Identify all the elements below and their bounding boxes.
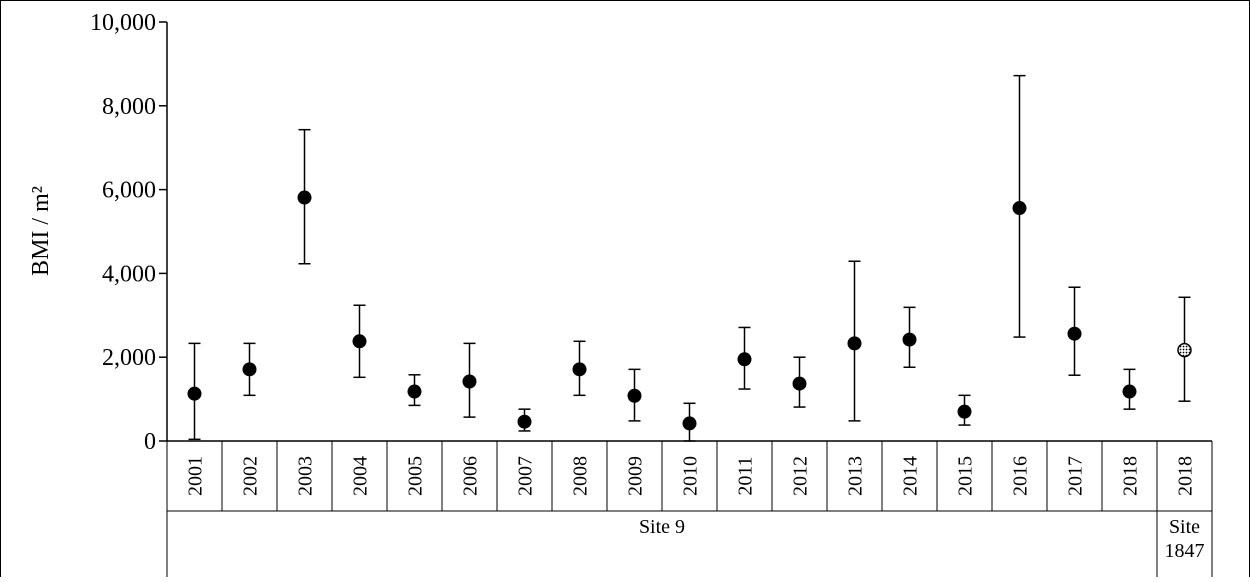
x-tick-label: 2011 <box>735 456 757 495</box>
x-tick-label: 2010 <box>680 456 702 496</box>
y-axis-label: BMI / m² <box>28 186 54 276</box>
data-point <box>352 334 367 349</box>
y-tick-label: 6,000 <box>102 178 156 204</box>
x-tick-label: 2013 <box>845 456 867 496</box>
data-point <box>572 362 587 377</box>
y-tick-label: 0 <box>144 429 156 455</box>
x-tick-label: 2001 <box>185 456 207 496</box>
data-point <box>682 416 697 431</box>
x-tick-label: 2018 <box>1120 456 1142 496</box>
x-tick-label: 2002 <box>240 456 262 496</box>
data-point <box>737 352 752 367</box>
x-tick-label: 2003 <box>295 456 317 496</box>
x-tick-label: 2006 <box>460 456 482 496</box>
data-point <box>517 414 532 429</box>
x-tick-label: 2012 <box>790 456 812 496</box>
y-tick-label: 4,000 <box>102 261 156 287</box>
group-label: Site <box>1169 516 1200 538</box>
data-point <box>1067 326 1082 341</box>
data-point <box>462 374 477 389</box>
data-point <box>792 376 807 391</box>
x-tick-label: 2004 <box>350 456 372 496</box>
data-point <box>627 388 642 403</box>
data-point <box>1177 342 1192 358</box>
x-tick-label: 2014 <box>900 456 922 496</box>
y-tick-label: 2,000 <box>102 345 156 371</box>
data-point <box>187 386 202 401</box>
x-tick-label: 2017 <box>1065 456 1087 496</box>
data-point <box>1012 201 1027 216</box>
data-point <box>1122 384 1137 399</box>
data-point <box>847 336 862 351</box>
data-point <box>902 332 917 347</box>
x-tick-label: 2008 <box>570 456 592 496</box>
data-point <box>297 190 312 205</box>
y-tick-label: 10,000 <box>90 10 156 36</box>
y-tick-label: 8,000 <box>102 94 156 120</box>
x-tick-label: 2015 <box>955 456 977 496</box>
x-tick-label: 2018 <box>1175 456 1197 496</box>
data-point <box>407 384 422 399</box>
data-point <box>957 404 972 419</box>
x-tick-label: 2005 <box>405 456 427 496</box>
x-tick-label: 2007 <box>515 456 537 496</box>
group-label: Site 9 <box>639 516 685 538</box>
data-point <box>242 362 257 377</box>
x-tick-label: 2009 <box>625 456 647 496</box>
x-tick-label: 2016 <box>1010 456 1032 496</box>
group-label-line2: 1847 <box>1165 540 1205 562</box>
